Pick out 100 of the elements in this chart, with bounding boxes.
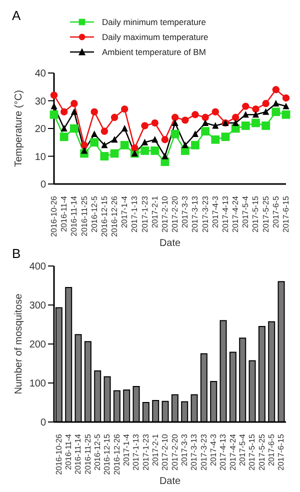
x-tick-label: 2017-2-1 [150, 195, 160, 228]
y-tick-label: 40 [34, 68, 46, 80]
x-tick-label: 2017-4-24 [231, 195, 240, 232]
x-tick-label: 2017-4-13 [218, 433, 228, 470]
point [141, 122, 148, 130]
point [272, 86, 280, 94]
x-tick-label: 2017-5-25 [257, 433, 266, 470]
point [150, 146, 160, 155]
point [111, 136, 118, 143]
point [252, 118, 260, 128]
x-tick-label: 2017-2-10 [160, 195, 170, 232]
point [182, 142, 188, 148]
legend-label: Daily maximum temperature [102, 32, 208, 42]
point [60, 124, 68, 132]
x-tick-label: 2017-3-23 [199, 433, 208, 470]
x-tick-label: 2016-12-5 [90, 195, 99, 232]
point [90, 138, 99, 147]
point [70, 124, 78, 133]
x-tick-label: 2017-5-4 [241, 195, 250, 228]
x-tick-label: 2017-4-13 [220, 195, 230, 232]
point [282, 110, 290, 119]
x-tick-label: 2017-1-23 [141, 433, 150, 470]
point [100, 152, 109, 160]
point [242, 102, 250, 110]
x-tick-label: 2016-11-14 [70, 195, 79, 236]
point [152, 136, 158, 143]
chart-title: A [12, 8, 21, 23]
legend-label: Daily minimum temperature [102, 16, 206, 26]
x-tick-label: 2017-5-4 [238, 433, 247, 466]
y-tick-label: 30 [34, 96, 46, 108]
point [242, 111, 249, 118]
point [80, 142, 88, 149]
y-tick-label: 0 [40, 180, 46, 191]
x-tick-label: 2017-5-15 [251, 195, 260, 232]
x-tick-label: 2017-5-15 [248, 433, 257, 470]
point [162, 152, 168, 160]
x-tick-label: 2017-3-3 [180, 195, 190, 228]
x-tick-label: 2016-12-15 [100, 195, 109, 237]
y-axis-title: Temperature (°C) [14, 90, 25, 167]
point [212, 122, 219, 129]
point [80, 147, 88, 154]
point [91, 130, 98, 138]
x-tick-label: 2017-1-13 [130, 195, 140, 232]
x-tick-label: 2017-4-3 [209, 433, 218, 466]
point [262, 122, 270, 130]
y-tick-label: 400 [29, 262, 46, 273]
point [272, 108, 280, 116]
x-tick-label: 2017-3-23 [200, 195, 210, 232]
y-tick-label: 20 [34, 124, 46, 136]
point [192, 111, 199, 118]
x-tick-label: 2016-10-26 [54, 433, 64, 475]
y-tick-label: 100 [29, 378, 46, 390]
y-tick-label: 300 [29, 300, 46, 312]
point [120, 140, 129, 150]
x-axis-title: Date [159, 238, 181, 249]
x-tick-label: 2016-11-4 [60, 195, 69, 232]
point [50, 110, 58, 119]
y-tick-label: 0 [40, 418, 46, 429]
point [282, 102, 290, 110]
x-tick-label: 2017-3-3 [180, 433, 189, 466]
point [140, 146, 149, 155]
x-tick-label: 2016-11-25 [80, 195, 89, 236]
y-tick-label: 10 [34, 152, 46, 163]
point [241, 122, 250, 130]
x-axis-title: Date [159, 476, 181, 487]
point [211, 135, 220, 144]
point [282, 94, 290, 102]
point [110, 149, 119, 158]
x-tick-label: 2017-1-23 [140, 195, 150, 232]
point [171, 114, 179, 121]
point [232, 114, 240, 121]
x-tick-label: 2017-4-3 [210, 195, 220, 228]
point [172, 119, 178, 126]
point [202, 119, 209, 126]
point [252, 111, 260, 118]
point [201, 127, 210, 136]
x-tick-label: 2017-1-13 [132, 433, 141, 470]
point [221, 132, 230, 142]
x-tick-label: 2016-12-26 [112, 433, 122, 475]
y-tick-label: 200 [29, 340, 46, 351]
point [151, 119, 158, 127]
x-tick-label: 2017-6-5 [267, 433, 276, 466]
point [182, 116, 189, 124]
point [161, 136, 169, 144]
point [50, 102, 58, 110]
x-tick-label: 2017-1-4 [122, 433, 131, 466]
point [60, 132, 68, 142]
point [262, 108, 270, 115]
y-axis-title: Number of mosquitose [14, 293, 25, 394]
point [252, 105, 260, 113]
point [170, 130, 180, 138]
point [70, 100, 78, 108]
x-tick-label: 2017-2-20 [170, 433, 180, 470]
x-tick-label: 2016-11-25 [83, 433, 92, 474]
x-tick-label: 2016-11-14 [74, 433, 83, 474]
x-tick-label: 2017-1-4 [120, 195, 130, 228]
point [272, 100, 280, 107]
x-tick-label: 2016-12-26 [110, 195, 120, 237]
x-tick-label: 2017-6-15 [276, 433, 286, 470]
point [121, 105, 128, 113]
